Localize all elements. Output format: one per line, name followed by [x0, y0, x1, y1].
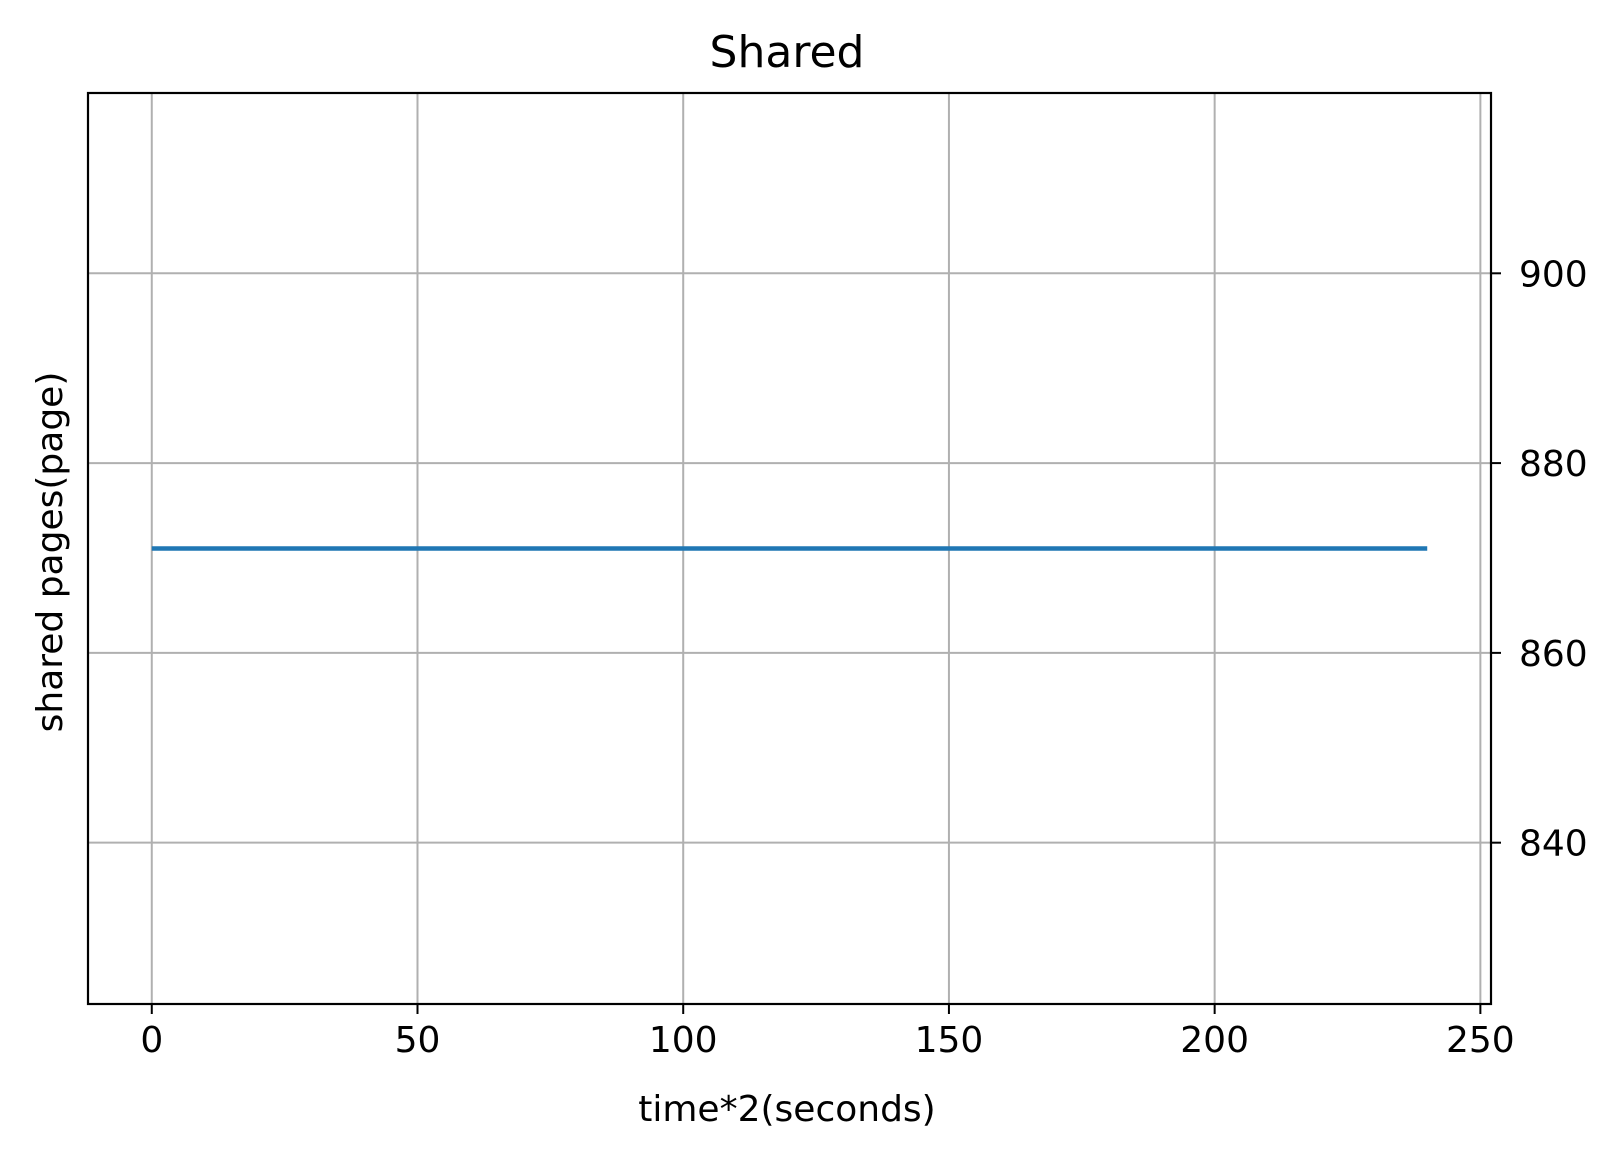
x-tick-label: 50	[395, 1020, 441, 1061]
chart-title: Shared	[710, 27, 865, 78]
x-tick-label: 200	[1180, 1020, 1249, 1061]
x-tick-label: 250	[1446, 1020, 1515, 1061]
y-tick-label: 880	[1519, 444, 1588, 485]
y-tick-label: 900	[1519, 254, 1588, 295]
plot-frame	[86, 91, 1493, 1006]
y-tick-label: 840	[1519, 824, 1588, 865]
x-axis-ticks: 0 50 100 150 200 250	[140, 1004, 1515, 1061]
x-tick-label: 100	[649, 1020, 718, 1061]
y-tick-label: 860	[1519, 634, 1588, 675]
x-tick-label: 150	[915, 1020, 984, 1061]
y-axis-label: shared pages(page)	[30, 372, 71, 733]
x-axis-label: time*2(seconds)	[638, 1089, 935, 1130]
x-tick-label: 0	[140, 1020, 163, 1061]
y-axis-ticks: 840 860 880 900	[1491, 254, 1588, 865]
